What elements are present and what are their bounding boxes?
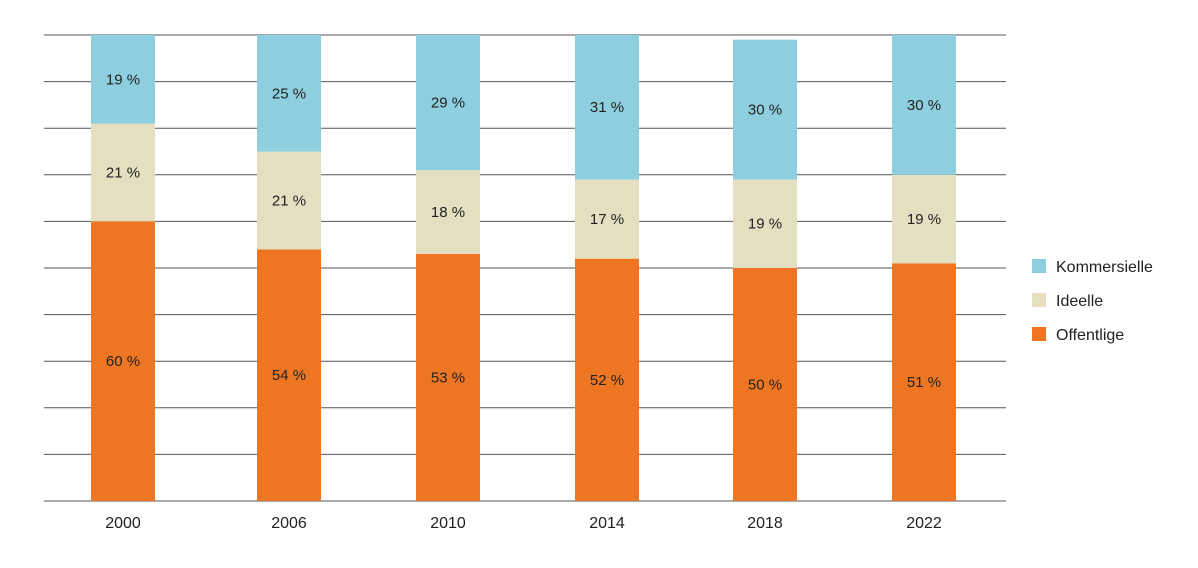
legend-swatch-offentlige — [1032, 327, 1046, 341]
legend-label-kommersielle: Kommersielle — [1056, 259, 1153, 276]
data-label: 30 % — [907, 97, 941, 114]
data-label: 51 % — [907, 374, 941, 391]
bar-kommersielle-2010 — [416, 35, 480, 171]
data-label: 17 % — [590, 211, 624, 228]
data-label: 19 % — [748, 216, 782, 233]
bar-offentlige-2014 — [575, 258, 639, 501]
data-label: 18 % — [431, 204, 465, 221]
data-label: 31 % — [590, 99, 624, 116]
x-tick-label: 2018 — [747, 515, 783, 532]
x-tick-label: 2006 — [271, 515, 307, 532]
data-label: 19 % — [907, 211, 941, 228]
x-tick-label: 2022 — [906, 515, 942, 532]
bar-kommersielle-2014 — [575, 35, 639, 180]
bars: 60 % 21 % 19 % 54 % 21 % 25 % 53 % 18 % 29 % 52 %… — [91, 35, 956, 501]
data-label: 30 % — [748, 102, 782, 119]
data-label: 52 % — [590, 372, 624, 389]
data-label: 21 % — [272, 192, 306, 209]
bar-offentlige-2000 — [91, 221, 155, 501]
x-tick-label: 2014 — [589, 515, 625, 532]
bar-ideelle-2022 — [892, 174, 956, 264]
data-label: 29 % — [431, 95, 465, 112]
legend-swatch-ideelle — [1032, 293, 1046, 307]
data-label: 19 % — [106, 71, 140, 88]
x-tick-labels: 2000 2006 2010 2014 2018 2022 — [105, 515, 942, 532]
x-tick-label: 2010 — [430, 515, 466, 532]
bar-offentlige-2010 — [416, 254, 480, 501]
bar-offentlige-2018 — [733, 268, 797, 501]
bar-ideelle-2014 — [575, 179, 639, 259]
bar-kommersielle-2000 — [91, 35, 155, 124]
data-label: 53 % — [431, 370, 465, 387]
x-tick-label: 2000 — [105, 515, 141, 532]
legend-swatch-kommersielle — [1032, 259, 1046, 273]
gridlines — [44, 34, 1006, 502]
data-label: 21 % — [106, 164, 140, 181]
bar-kommersielle-2022 — [892, 35, 956, 175]
legend-label-ideelle: Ideelle — [1056, 293, 1103, 310]
bar-ideelle-2000 — [91, 123, 155, 222]
bar-ideelle-2010 — [416, 170, 480, 255]
data-label: 50 % — [748, 377, 782, 394]
bar-ideelle-2006 — [257, 151, 321, 250]
bar-ideelle-2018 — [733, 179, 797, 268]
legend-label-offentlige: Offentlige — [1056, 327, 1124, 344]
bar-kommersielle-2018 — [733, 39, 797, 180]
data-label: 60 % — [106, 353, 140, 370]
bar-offentlige-2022 — [892, 263, 956, 501]
data-label: 25 % — [272, 85, 306, 102]
bar-kommersielle-2006 — [257, 35, 321, 152]
data-label: 54 % — [272, 367, 306, 384]
bar-offentlige-2006 — [257, 249, 321, 501]
legend: Kommersielle Ideelle Offentlige — [1032, 259, 1153, 344]
